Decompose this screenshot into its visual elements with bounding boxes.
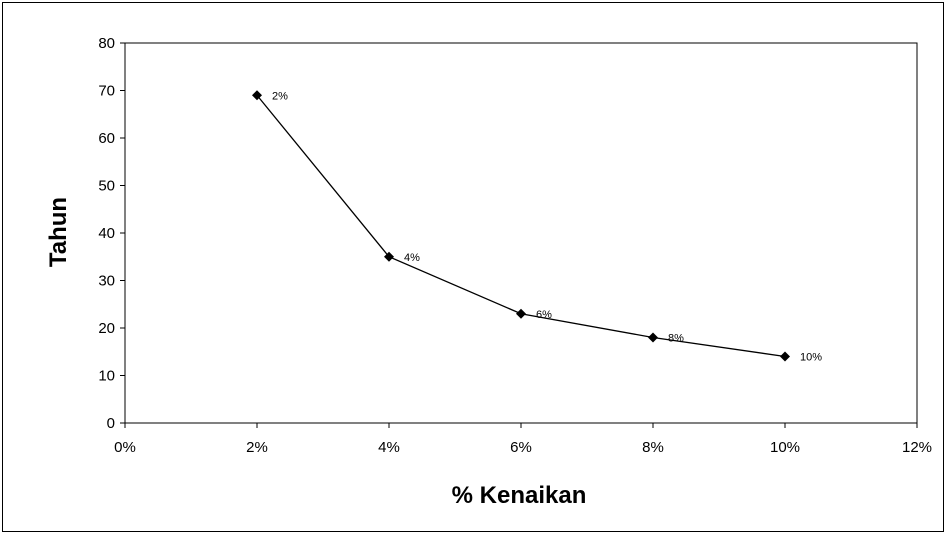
data-label: 2% [272,90,288,102]
plot-area: 2% 4% 6% 8% 10% [124,42,918,424]
data-label: 8% [668,333,684,345]
data-point-marker [384,251,394,262]
y-tick-label: 80 [98,35,115,52]
y-tick-label: 0 [107,415,115,432]
x-axis-title: % Kenaikan [452,482,587,509]
data-point-marker [780,351,790,362]
y-tick-label: 70 [98,83,115,100]
y-tick-label: 60 [98,130,115,147]
y-tick-label: 20 [98,320,115,337]
y-tick-label: 30 [98,273,115,290]
x-axis: 0% 2% 4% 6% 8% 10% 12% [114,423,932,456]
y-axis-title: Tahun [45,197,72,267]
y-tick-label: 40 [98,225,115,242]
x-tick-label: 6% [510,439,532,456]
data-point-marker [648,332,658,343]
data-label: 4% [404,252,420,264]
x-tick-label: 4% [378,439,400,456]
x-tick-label: 8% [642,439,664,456]
data-point-marker [516,308,526,319]
x-tick-label: 0% [114,439,136,456]
y-tick-label: 50 [98,178,115,195]
y-tick-label: 10 [98,368,115,385]
x-tick-label: 10% [770,439,800,456]
x-tick-label: 12% [902,439,932,456]
plot-border [124,42,918,424]
data-point-marker [252,90,262,101]
data-label: 6% [536,309,552,321]
x-tick-label: 2% [246,439,268,456]
data-label: 10% [800,352,822,364]
y-axis: 0 10 20 30 40 50 60 70 80 [98,35,125,432]
